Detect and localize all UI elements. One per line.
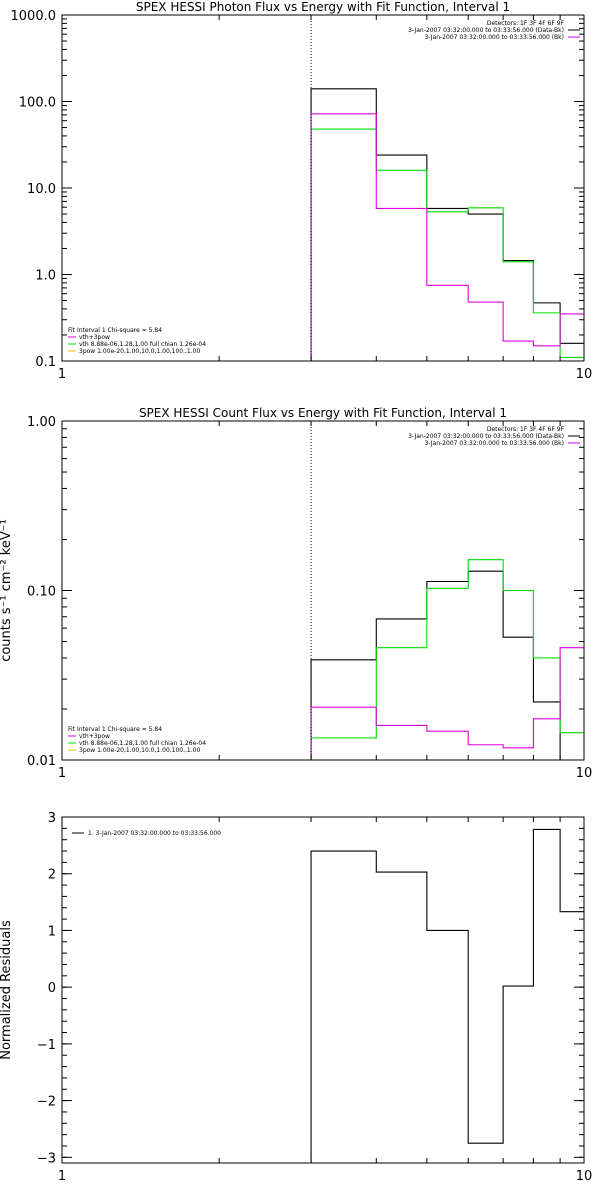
y-axis-label: Normalized Residuals (0, 920, 14, 1060)
y-tick-label: 0 (48, 981, 56, 996)
x-tick-label: 10 (576, 1169, 593, 1184)
y-tick-label: 100.0 (19, 96, 56, 111)
legend-entry: Detectors: 1F 3F 4F 6F 9F (487, 426, 565, 433)
x-tick-label: 1 (58, 1169, 66, 1184)
legend-entry: 1. 3-Jan-2007 03:32:00.000 to 03:33:56.0… (88, 830, 221, 837)
series-2-step-line (310, 128, 584, 361)
y-tick-label: 0.01 (27, 754, 56, 769)
data-layer (310, 559, 584, 760)
y-tick-label: 0.10 (27, 585, 56, 600)
legend-entry: 3pow 1.00e-20,1.00,10.0,1.00,100.,1.00 (79, 747, 200, 754)
legend-entry: Fit Interval 1 Chi-square = 5.84 (68, 327, 162, 334)
plot-frame (61, 14, 585, 362)
y-tick-label: −2 (37, 1095, 56, 1110)
legend-entry: Fit Interval 1 Chi-square = 5.84 (68, 726, 162, 733)
legend-entry: 3-Jan-2007 03:32:00.000 to 03:33:56.000 … (408, 27, 564, 34)
x-tick-label: 1 (58, 766, 66, 781)
panel-1: SPEX HESSI Photon Flux vs Energy with Fi… (11, 0, 593, 382)
panel-2: SPEX HESSI Count Flux vs Energy with Fit… (0, 406, 592, 781)
legend-entry: vth 8.88e-06,1.28,1.00 full chian 1.26e-… (79, 341, 206, 348)
series-1-step-line (310, 828, 584, 1163)
data-layer (310, 88, 584, 361)
x-tick-label: 10 (576, 367, 593, 382)
y-tick-label: 1.0 (35, 269, 56, 284)
y-tick-label: 1 (48, 924, 56, 939)
legend-entry: vth+3pow (79, 733, 110, 740)
series-3-step-line (310, 113, 584, 361)
series-1-step-line (310, 88, 584, 361)
y-axis-label: counts s⁻¹ cm⁻² keV⁻¹ (0, 519, 14, 662)
y-tick-label: 2 (48, 868, 56, 883)
legend-entry: 3-Jan-2007 03:32:00.000 to 03:33:56.000 … (424, 440, 564, 447)
panel-3: Normalized Residuals 1 10 −3 −2 −1 0 1 2 3 1. 3-Ja… (0, 811, 592, 1184)
y-tick-label: 3 (48, 811, 56, 826)
y-tick-label: 1000.0 (11, 9, 57, 24)
y-tick-label: 0.1 (35, 355, 56, 370)
legend-entry: 3pow 1.00e-20,1.00,10.0,1.00,100.,1.00 (79, 348, 200, 355)
y-tick-label: 1.00 (27, 415, 56, 430)
data-layer (310, 828, 584, 1163)
chart-title: SPEX HESSI Count Flux vs Energy with Fit… (139, 406, 507, 420)
legend-entry: 3-Jan-2007 03:32:00.000 to 03:33:56.000 … (408, 433, 564, 440)
y-tick-label: −3 (37, 1151, 56, 1166)
legend-entry: Detectors: 1F 3F 4F 6F 9F (487, 20, 565, 27)
legend-entry: vth+3pow (79, 334, 110, 341)
x-tick-label: 10 (576, 766, 593, 781)
legend-entry: vth 8.88e-06,1.28,1.00 full chian 1.26e-… (79, 740, 206, 747)
y-tick-label: 10.0 (27, 182, 56, 197)
y-tick-label: −1 (37, 1038, 56, 1053)
plot-frame (61, 816, 585, 1164)
legend-entry: 3-Jan-2007 03:32:00.000 to 03:33:56.000 … (424, 34, 564, 41)
chart-title: SPEX HESSI Photon Flux vs Energy with Fi… (136, 0, 510, 14)
series-3-step-line (310, 647, 584, 760)
x-tick-label: 1 (58, 367, 66, 382)
